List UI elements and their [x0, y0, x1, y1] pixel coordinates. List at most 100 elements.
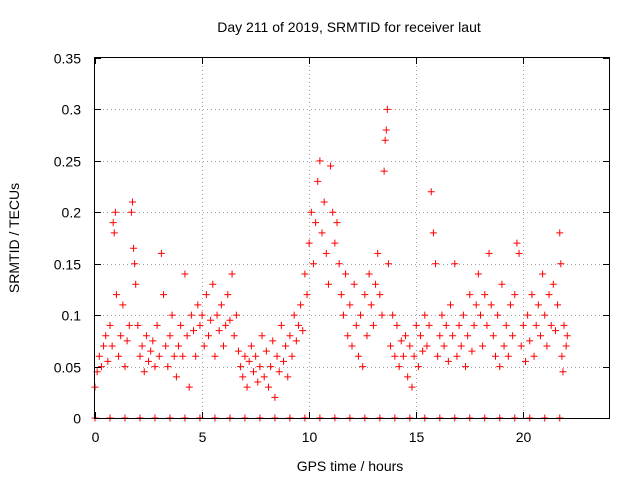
data-point [279, 357, 287, 365]
data-point [406, 342, 414, 350]
data-point [359, 363, 367, 371]
data-point [108, 342, 116, 350]
data-point [389, 311, 397, 319]
data-point [541, 311, 549, 319]
data-point [513, 239, 521, 247]
data-point [557, 260, 565, 268]
data-point [524, 311, 532, 319]
data-point [500, 342, 508, 350]
data-point [157, 249, 165, 257]
data-point [363, 332, 371, 340]
data-point [134, 321, 142, 329]
y-axis-label: SRMTID / TECUs [6, 183, 22, 293]
data-point [185, 383, 193, 391]
x-tick-label: 10 [302, 429, 318, 445]
data-point [393, 321, 401, 329]
data-point [384, 260, 392, 268]
data-point [198, 311, 206, 319]
data-point [352, 321, 360, 329]
data-point [273, 352, 281, 360]
data-point [410, 352, 418, 360]
data-point [303, 291, 311, 299]
data-point [256, 363, 264, 371]
data-point [498, 280, 506, 288]
data-point [318, 229, 326, 237]
data-point [305, 239, 313, 247]
data-point [504, 352, 512, 360]
data-point [117, 332, 125, 340]
data-point [414, 363, 422, 371]
data-point [423, 342, 431, 350]
data-point [459, 311, 467, 319]
data-point [502, 321, 510, 329]
data-point [299, 327, 307, 335]
data-point [440, 342, 448, 350]
data-point [479, 342, 487, 350]
data-point [224, 291, 232, 299]
data-point [102, 332, 110, 340]
data-point [209, 280, 217, 288]
data-point [387, 342, 395, 350]
data-point [109, 219, 117, 227]
data-point [196, 321, 204, 329]
data-point [234, 347, 242, 355]
data-point [425, 321, 433, 329]
data-point [217, 301, 225, 309]
data-point [324, 280, 332, 288]
data-point [372, 280, 380, 288]
data-point [290, 311, 298, 319]
y-tick-labels: 0 0.05 0.1 0.15 0.2 0.25 0.3 0.35 [54, 51, 81, 427]
axis-ticks [95, 58, 609, 419]
data-point [329, 208, 337, 216]
data-point [563, 332, 571, 340]
data-point [149, 337, 157, 345]
data-point [472, 301, 480, 309]
data-point [145, 357, 153, 365]
data-point [521, 357, 529, 365]
data-point [115, 352, 123, 360]
data-point [179, 352, 187, 360]
data-point [170, 352, 178, 360]
data-point [97, 363, 105, 371]
data-point [153, 321, 161, 329]
data-point [536, 332, 544, 340]
data-point [104, 357, 112, 365]
data-point [151, 363, 159, 371]
data-point [383, 105, 391, 113]
data-point [519, 321, 527, 329]
data-point [511, 291, 519, 299]
grid-lines [95, 58, 609, 418]
data-point [367, 301, 375, 309]
data-point [477, 311, 484, 319]
data-point [190, 327, 198, 335]
data-point [123, 337, 131, 345]
y-tick-label: 0.05 [54, 360, 81, 376]
data-point [374, 249, 382, 257]
data-point [434, 352, 442, 360]
data-point [241, 352, 249, 360]
data-point [381, 136, 389, 144]
data-point [342, 270, 350, 278]
data-point [337, 291, 345, 299]
data-point [515, 249, 523, 257]
y-tick-label: 0.25 [54, 154, 81, 170]
data-point [168, 311, 176, 319]
data-point [554, 301, 562, 309]
data-point [132, 280, 140, 288]
data-point [110, 229, 118, 237]
data-point [128, 198, 136, 206]
data-point [399, 352, 407, 360]
data-point [442, 321, 450, 329]
data-point [539, 270, 547, 278]
data-point [95, 352, 103, 360]
data-point [194, 301, 202, 309]
data-point [487, 301, 495, 309]
data-point [382, 126, 390, 134]
data-point [559, 368, 567, 376]
data-point [258, 332, 266, 340]
data-point [380, 167, 388, 175]
data-point [138, 342, 146, 350]
data-point [357, 311, 365, 319]
data-point [301, 270, 309, 278]
data-point [354, 352, 362, 360]
